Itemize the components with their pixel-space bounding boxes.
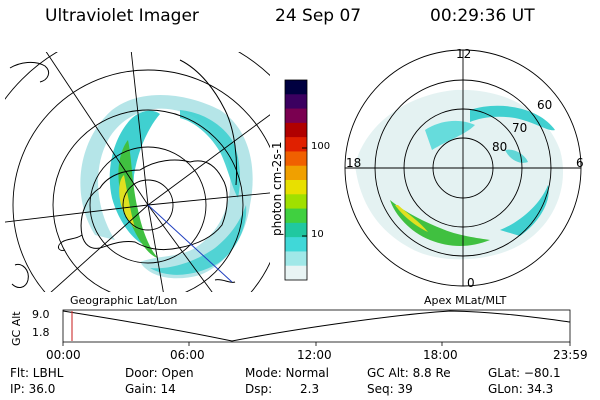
sun-direction-line bbox=[147, 204, 233, 283]
colorbar-tick-10: 10 bbox=[311, 229, 324, 240]
image-date: 24 Sep 07 bbox=[275, 6, 362, 26]
x-tick-0600: 06:00 bbox=[170, 348, 205, 362]
mlt-label-6: 6 bbox=[576, 156, 584, 170]
image-time: 00:29:36 UT bbox=[430, 6, 535, 26]
mlt-label-12: 12 bbox=[456, 47, 472, 61]
altitude-y-bottom: 1.8 bbox=[32, 326, 50, 339]
mode-value: Mode: Normal bbox=[245, 366, 329, 380]
magnetic-auroral-emission bbox=[355, 89, 564, 260]
mlat-label-60: 60 bbox=[537, 98, 553, 112]
mlat-label-70: 70 bbox=[512, 121, 528, 135]
dsp-value: 2.3 bbox=[300, 382, 320, 396]
door-status: Door: Open bbox=[125, 366, 194, 380]
colorbar-segment bbox=[285, 122, 307, 138]
altitude-x-ticks bbox=[62, 342, 571, 346]
geographic-auroral-emission bbox=[80, 94, 253, 279]
altitude-y-top: 9.0 bbox=[32, 308, 50, 321]
right-panel-caption: Apex MLat/MLT bbox=[424, 294, 507, 307]
magnetic-polar-plot bbox=[344, 49, 582, 287]
dsp-label: Dsp: bbox=[245, 382, 273, 396]
x-tick-0000: 00:00 bbox=[46, 348, 81, 362]
glon-value: GLon: 34.3 bbox=[488, 382, 554, 396]
colorbar-segment bbox=[285, 208, 307, 224]
colorbar-segment bbox=[285, 251, 307, 267]
magnetic-grid bbox=[344, 49, 582, 287]
filter-value: Flt: LBHL bbox=[10, 366, 64, 380]
colorbar-segment bbox=[285, 222, 307, 238]
ip-value: IP: 36.0 bbox=[10, 382, 56, 396]
colorbar-segment bbox=[285, 80, 307, 95]
colorbar-tick-100: 100 bbox=[311, 141, 331, 152]
colorbar-segment bbox=[285, 265, 307, 281]
colorbar-segment bbox=[285, 180, 307, 195]
mlt-label-0: 0 bbox=[467, 276, 475, 290]
gain-value: Gain: 14 bbox=[125, 382, 176, 396]
gc-alt-value: GC Alt: 8.8 Re bbox=[367, 366, 451, 380]
colorbar-segment bbox=[285, 151, 307, 167]
left-panel-caption: Geographic Lat/Lon bbox=[70, 294, 178, 307]
colorbar-segment bbox=[285, 137, 307, 152]
x-tick-2359: 23:59 bbox=[553, 348, 588, 362]
mlat-label-80: 80 bbox=[492, 140, 508, 154]
x-tick-1200: 12:00 bbox=[297, 348, 332, 362]
geographic-grid bbox=[5, 52, 270, 292]
colorbar-unit-label: photon cm-2s-1 bbox=[270, 141, 284, 237]
geographic-map bbox=[5, 52, 270, 292]
colorbar-gradient bbox=[285, 80, 307, 281]
colorbar-segment bbox=[285, 237, 307, 252]
altitude-ylabel: GC Alt bbox=[10, 311, 23, 346]
colorbar-segment bbox=[285, 108, 307, 124]
glat-value: GLat: −80.1 bbox=[488, 366, 561, 380]
colorbar bbox=[284, 79, 308, 281]
coastlines bbox=[9, 59, 238, 288]
colorbar-segment bbox=[285, 165, 307, 181]
colorbar-segment bbox=[285, 94, 307, 110]
instrument-title: Ultraviolet Imager bbox=[45, 6, 199, 26]
mlt-label-18: 18 bbox=[346, 156, 362, 170]
seq-value: Seq: 39 bbox=[367, 382, 413, 396]
altitude-curve bbox=[62, 310, 571, 342]
colorbar-segment bbox=[285, 194, 307, 210]
altitude-plot bbox=[62, 309, 571, 346]
x-tick-1800: 18:00 bbox=[423, 348, 458, 362]
